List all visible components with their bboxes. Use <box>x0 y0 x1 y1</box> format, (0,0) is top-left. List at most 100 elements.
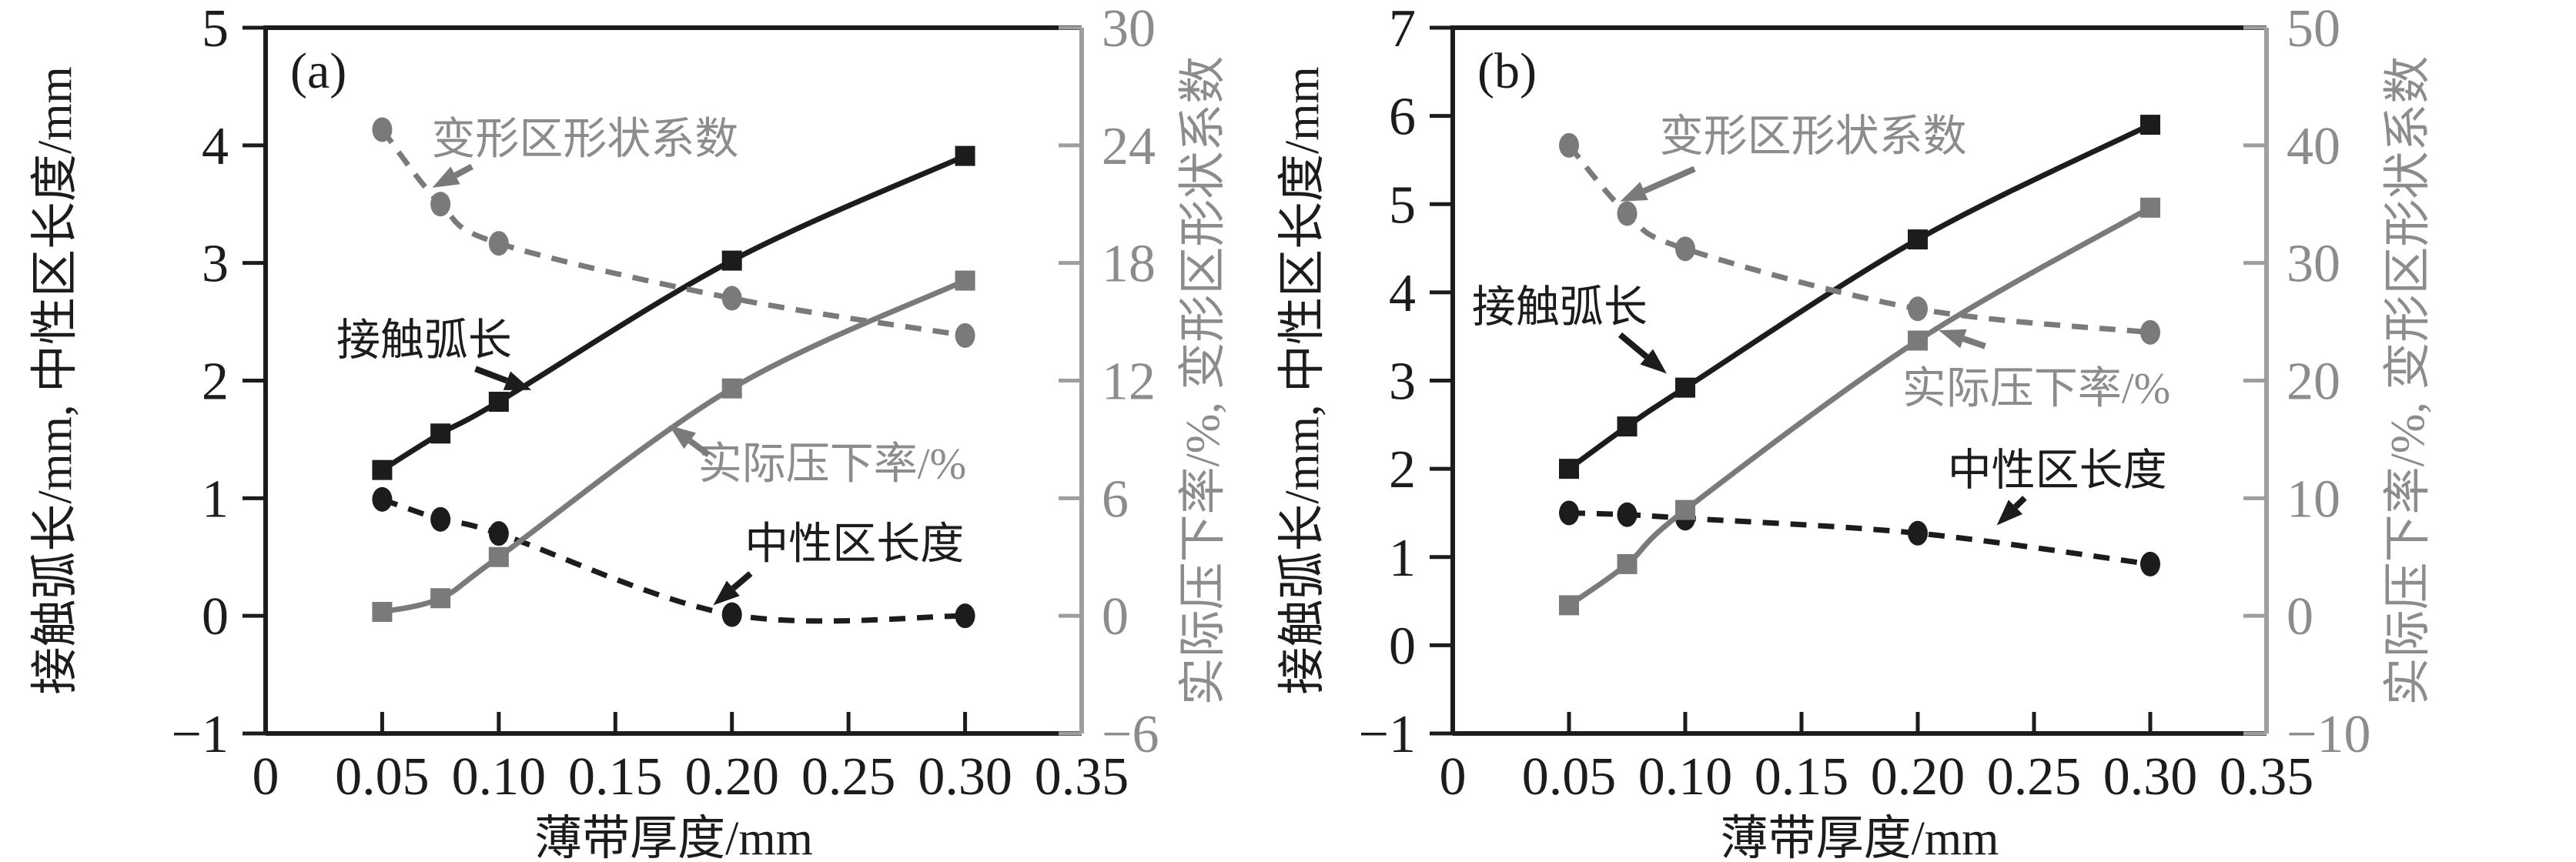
y-tick-label-left: 5 <box>202 0 229 58</box>
x-tick-label: 0.05 <box>1522 747 1617 807</box>
annotation-arrow <box>474 366 508 384</box>
y-axis-title-left: 接触弧长/mm, 中性区长度/mm <box>1276 66 1329 694</box>
y-right-tick-group: 50 40 30 20 10 0 −10 <box>2243 0 2370 764</box>
annotation-arrow-head <box>503 371 532 390</box>
x-axis-title: 薄带厚度/mm <box>534 813 813 862</box>
chart-panel-a: 0 0.05 0.10 0.15 0.20 0.25 0.30 0.35 5 4 3 2 1 0 −1 30 2… <box>29 0 1229 862</box>
y-tick-label-right: 6 <box>1102 469 1129 529</box>
x-tick-label: 0.05 <box>335 747 430 807</box>
marker-square <box>721 378 742 399</box>
chart-panel-b: 0 0.05 0.10 0.15 0.20 0.25 0.30 0.3576543210−15… <box>1276 0 2434 862</box>
marker-circle <box>488 521 509 546</box>
annotation-接触弧长: 接触弧长 <box>1472 283 1667 374</box>
x-tick-label: 0.30 <box>2103 747 2198 807</box>
annotation-label: 变形区形状系数 <box>431 115 738 164</box>
annotation-实际压下率/%: 实际压下率/% <box>668 425 966 488</box>
annotation-label: 接触弧长 <box>336 316 512 365</box>
y-tick-label-right: −10 <box>2287 705 2370 764</box>
marker-square <box>1559 595 1579 616</box>
annotation-arrow <box>453 163 473 179</box>
y-tick-label-left: 0 <box>1389 616 1416 676</box>
x-tick-label: 0 <box>1440 747 1467 807</box>
y-tick-label-right: 0 <box>1102 587 1129 646</box>
y-tick-label-left: 2 <box>1389 440 1416 499</box>
marker-circle <box>1908 520 1928 546</box>
y-tick-label-left: 1 <box>1389 529 1416 588</box>
annotation-label: 实际压下率/% <box>1902 365 2170 413</box>
annotation-arrow <box>731 571 753 591</box>
marker-circle <box>1617 502 1638 527</box>
annotation-arrow-head <box>668 425 696 449</box>
marker-circle <box>2140 551 2160 576</box>
marker-square <box>488 392 509 413</box>
marker-square <box>721 250 742 271</box>
annotation-变形区形状系数: 变形区形状系数 <box>1620 112 1967 202</box>
marker-circle <box>1908 296 1928 322</box>
x-tick-label: 0.20 <box>684 747 779 807</box>
series-line <box>1568 510 2151 567</box>
marker-circle <box>1617 201 1638 226</box>
x-axis-title: 薄带厚度/mm <box>1721 813 1999 862</box>
series-line <box>380 128 966 339</box>
marker-circle <box>955 322 975 348</box>
y-tick-label-left: 7 <box>1389 0 1416 58</box>
y-right-tick-group: 30 24 18 12 6 0 −6 <box>1059 0 1159 764</box>
y-tick-label-left: 4 <box>202 117 229 176</box>
annotation-中性区长度: 中性区长度 <box>1948 446 2167 526</box>
annotation-变形区形状系数: 变形区形状系数 <box>431 115 738 188</box>
marker-circle <box>1559 132 1579 158</box>
x-tick-label: 0.25 <box>801 747 896 807</box>
series-line <box>380 153 967 473</box>
marker-square <box>2140 197 2160 218</box>
x-tick-label: 0.35 <box>2220 747 2314 807</box>
marker-circle <box>721 286 742 311</box>
y-tick-label-left: −1 <box>172 705 229 764</box>
marker-square <box>1617 416 1638 437</box>
y-tick-label-right: 10 <box>2287 469 2340 529</box>
annotation-arrow-head <box>432 166 460 188</box>
annotation-arrow <box>687 438 711 457</box>
y-axis-title-left: 接触弧长/mm, 中性区长度/mm <box>29 66 82 694</box>
x-tick-label: 0.10 <box>452 747 547 807</box>
marker-square <box>488 546 509 567</box>
x-tick-label: 0.10 <box>1638 747 1733 807</box>
marker-square <box>372 602 393 623</box>
annotation-arrow <box>1962 336 1986 349</box>
y-tick-label-left: 3 <box>1389 352 1416 412</box>
x-tick-group: 0 0.05 0.10 0.15 0.20 0.25 0.30 0.35 <box>1440 712 2314 807</box>
y-left-tick-group: 5 4 3 2 1 0 −1 <box>172 0 266 764</box>
series-中性区长度 <box>372 486 975 629</box>
y-axis-title-right: 实际压下率/%, 变形区形状系数 <box>2382 56 2434 706</box>
y-tick-label-right: 20 <box>2287 352 2340 412</box>
y-tick-label-left: 3 <box>202 235 229 294</box>
y-tick-label-right: 18 <box>1102 235 1156 294</box>
annotation-arrow <box>2013 496 2027 510</box>
marker-circle <box>2140 319 2160 345</box>
y-tick-label-right: 30 <box>1102 0 1156 58</box>
x-tick-group: 0 0.05 0.10 0.15 0.20 0.25 0.30 0.35 <box>253 712 1129 807</box>
y-tick-label-left: 4 <box>1389 264 1416 323</box>
series-变形区形状系数 <box>1559 132 2160 345</box>
marker-square <box>1908 330 1928 351</box>
marker-circle <box>372 117 393 142</box>
y-tick-label-right: 24 <box>1102 117 1156 176</box>
annotation-label: 中性区长度 <box>1948 446 2167 495</box>
marker-circle <box>1559 500 1579 526</box>
annotation-arrow-head <box>1996 499 2023 526</box>
x-tick-label: 0.35 <box>1035 747 1129 807</box>
y-tick-label-left: −1 <box>1359 705 1416 764</box>
annotation-arrow-head <box>1939 329 1967 349</box>
annotation-label: 变形区形状系数 <box>1660 112 1967 161</box>
marker-circle <box>430 506 451 532</box>
y-axis-title-right: 实际压下率/%, 变形区形状系数 <box>1177 56 1229 706</box>
y-tick-label-right: 40 <box>2287 117 2340 176</box>
marker-square <box>430 423 451 444</box>
x-tick-label: 0.30 <box>918 747 1012 807</box>
marker-square <box>1675 499 1695 520</box>
annotation-中性区长度: 中性区长度 <box>713 520 964 606</box>
annotation-arrow <box>1642 165 1696 194</box>
annotation-arrow-head <box>713 580 740 606</box>
marker-circle <box>488 231 509 256</box>
